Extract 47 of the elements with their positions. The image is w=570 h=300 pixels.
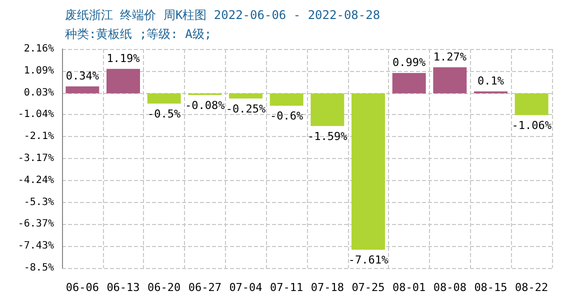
y-tick-label: 2.16% xyxy=(24,44,54,54)
y-tick-label: -7.43% xyxy=(18,240,54,252)
x-tick-label: 07-04 xyxy=(229,281,263,294)
y-tick-label: 0.03% xyxy=(24,87,54,98)
bar xyxy=(106,68,140,94)
data-label: 1.19% xyxy=(106,52,140,65)
y-tick-label: -4.24% xyxy=(18,174,54,186)
chart-title: 废纸浙江 终端价 周K柱图 2022-06-06 - 2022-08-28 xyxy=(65,8,380,22)
data-label: -0.25% xyxy=(226,102,266,116)
x-tick-label: 06-27 xyxy=(188,281,222,294)
x-tick-label: 06-06 xyxy=(66,281,99,294)
bar xyxy=(147,93,181,104)
x-tick-label: 07-18 xyxy=(310,281,344,294)
bar xyxy=(514,93,548,116)
bar xyxy=(66,86,100,94)
x-tick-label: 08-08 xyxy=(433,281,466,294)
x-tick-label: 07-25 xyxy=(352,281,385,294)
data-label: 0.34% xyxy=(66,69,100,82)
chart-subtitle: 种类:黄板纸 ;等级: A级; xyxy=(65,27,212,41)
y-tick-label: -8.5% xyxy=(24,262,54,274)
y-tick-label: -1.04% xyxy=(18,109,54,120)
y-tick-label: -6.37% xyxy=(18,218,54,230)
x-tick-label: 08-15 xyxy=(474,281,508,294)
data-label: 1.27% xyxy=(433,50,467,64)
x-tick-label: 07-11 xyxy=(270,281,304,294)
data-label: -1.06% xyxy=(512,119,552,132)
bar xyxy=(270,93,304,106)
x-tick-label: 06-20 xyxy=(148,281,181,294)
bar xyxy=(229,93,262,99)
data-label: -7.61% xyxy=(348,254,388,267)
bar xyxy=(310,93,344,126)
x-tick-label: 08-01 xyxy=(392,281,426,294)
data-label: -0.6% xyxy=(270,110,304,123)
bar xyxy=(433,67,467,94)
y-tick-label: 1.09% xyxy=(24,65,54,76)
y-tick-label: -5.3% xyxy=(24,196,54,208)
data-label: -0.08% xyxy=(185,99,226,112)
bar xyxy=(352,93,385,250)
y-tick-label: -2.1% xyxy=(24,131,54,142)
data-label: -0.5% xyxy=(148,108,182,121)
x-tick-label: 06-13 xyxy=(106,281,140,294)
data-label: -1.59% xyxy=(308,130,348,144)
bar xyxy=(392,73,426,94)
data-label: 0.99% xyxy=(392,56,426,70)
x-tick-label: 08-22 xyxy=(515,281,548,294)
y-tick-label: -3.17% xyxy=(18,153,54,164)
data-label: 0.1% xyxy=(478,74,504,88)
